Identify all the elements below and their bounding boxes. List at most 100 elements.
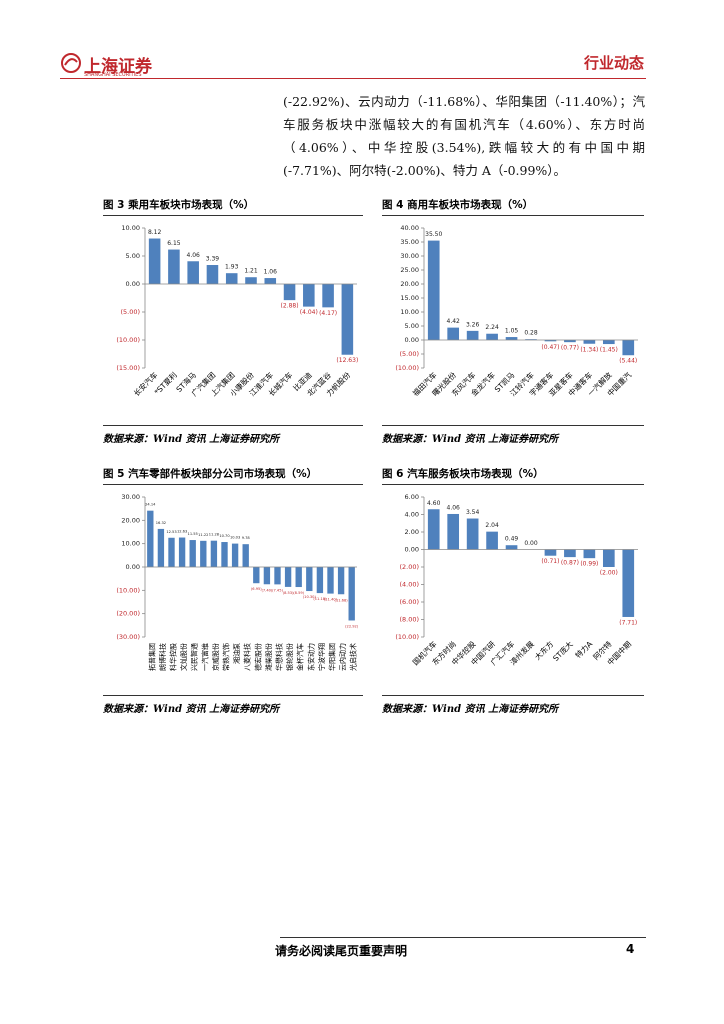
value-label: (22.92) (345, 624, 359, 628)
bar (178, 537, 186, 567)
value-label: 12.53 (166, 530, 176, 534)
bar (348, 567, 355, 621)
value-label: (12.63) (336, 357, 358, 364)
value-label: 4.06 (447, 504, 461, 511)
chart-source: 数据来源：Wind 资讯 上海证券研究所 (103, 695, 363, 715)
bar (303, 284, 315, 307)
bar (466, 330, 479, 340)
bar (564, 549, 576, 558)
bar (447, 513, 460, 550)
value-label: 0.00 (524, 540, 538, 547)
y-tick-label: 40.00 (400, 224, 419, 232)
bar (486, 531, 498, 550)
bar (505, 545, 518, 550)
bar (306, 567, 313, 592)
bar (583, 549, 596, 559)
bar (231, 543, 239, 567)
x-tick-label: 一汽富维 (200, 643, 209, 671)
bar (564, 340, 576, 343)
y-tick-label: (4.00) (399, 581, 419, 589)
value-label: 10.70 (219, 534, 230, 538)
value-label: 11.22 (198, 533, 208, 537)
value-label: (11.18) (313, 597, 327, 601)
value-label: 4.06 (187, 252, 201, 259)
value-label: 3.26 (466, 321, 480, 328)
y-tick-label: 25.00 (400, 266, 419, 274)
value-label: 0.49 (505, 536, 519, 543)
bar (544, 340, 557, 342)
chart-title: 图 6 汽车服务板块市场表现（%） (382, 466, 644, 485)
x-tick-label: 宁波华翔 (317, 643, 326, 671)
value-label: 1.93 (225, 264, 239, 271)
value-label: (0.87) (561, 560, 579, 567)
bar (189, 540, 196, 567)
y-tick-label: 35.00 (400, 238, 419, 246)
y-tick-label: 4.00 (405, 511, 419, 519)
y-tick-label: (5.00) (120, 308, 140, 316)
bar (505, 337, 518, 340)
chart-title: 图 3 乘用车板块市场表现（%） (103, 197, 363, 216)
value-label: 24.14 (145, 503, 156, 507)
value-label: (7.45) (272, 588, 283, 592)
value-label: 35.50 (425, 231, 442, 238)
page-number: 4 (626, 942, 635, 956)
footer-note: 请务必阅读尾页重要声明 (275, 944, 408, 958)
chart-title: 图 4 商用车板块市场表现（%） (382, 197, 644, 216)
y-tick-label: 10.00 (121, 540, 140, 548)
y-tick-label: 0.00 (126, 280, 140, 288)
body-text: (-22.92%)、云内动力（-11.68%）、华阳集团（-11.40%）；汽车… (283, 94, 645, 178)
value-label: 0.28 (524, 330, 538, 337)
x-tick-label: ST庞大 (550, 638, 575, 663)
value-label: (4.04) (300, 309, 318, 316)
y-tick-label: 2.00 (405, 528, 419, 536)
value-label: (0.47) (541, 344, 559, 351)
bar (187, 261, 199, 284)
bar (544, 549, 557, 556)
chart-source: 数据来源：Wind 资讯 上海证券研究所 (382, 695, 644, 715)
value-label: (0.99) (580, 561, 598, 568)
bar (168, 249, 180, 284)
value-label: 2.04 (485, 522, 499, 529)
bar (341, 284, 354, 355)
y-tick-label: (15.00) (116, 364, 140, 372)
section-title: 行业动态 (583, 54, 644, 72)
chart: (10.00) (8.00) (6.00) (4.00) (2.00) 0.00 2.00 4… (395, 493, 638, 667)
y-tick-label: (10.00) (116, 586, 140, 594)
bar (200, 540, 207, 567)
chart: (10.00) (5.00) 0.00 5.00 10.00 15.00 20.00 25.0… (395, 224, 638, 398)
header-rule (60, 78, 646, 79)
value-label: (11.40) (324, 598, 338, 602)
y-tick-label: 0.00 (405, 546, 419, 554)
bar (264, 278, 277, 284)
value-label: 1.06 (264, 269, 278, 276)
y-tick-label: (10.00) (395, 633, 419, 641)
logo-icon (61, 53, 81, 73)
x-tick-label: 华懋科技 (275, 643, 284, 671)
x-tick-label: 华阳集团 (328, 643, 337, 671)
logo-subtext: SHANGHAI SECURITIES (84, 72, 142, 78)
y-tick-label: 0.00 (405, 336, 419, 344)
y-tick-label: 5.00 (405, 322, 419, 330)
chart-title: 图 5 汽车零部件板块部分公司市场表现（%） (103, 466, 363, 485)
value-label: (10.30) (303, 595, 317, 599)
x-tick-label: 云内动力 (338, 643, 347, 671)
bar (466, 518, 479, 550)
bar (284, 567, 292, 587)
value-label: 4.60 (427, 500, 441, 507)
x-tick-label: 文灿股份 (179, 643, 188, 671)
x-tick-label: 银轮股份 (285, 643, 294, 671)
value-label: (7.40) (261, 588, 272, 592)
bar (337, 567, 345, 595)
bar (486, 333, 498, 340)
value-label: (0.71) (541, 558, 559, 565)
x-tick-label: 拓普集团 (147, 643, 156, 671)
y-tick-label: (5.00) (399, 350, 419, 358)
chart: (30.00) (20.00) (10.00) 0.00 10.00 20.00 30.00… (116, 493, 359, 671)
value-label: 8.12 (148, 229, 162, 236)
bar (242, 544, 249, 567)
value-label: 1.05 (505, 328, 519, 335)
value-label: (2.00) (600, 570, 618, 577)
y-tick-label: 6.00 (405, 493, 419, 501)
bar (427, 240, 440, 340)
